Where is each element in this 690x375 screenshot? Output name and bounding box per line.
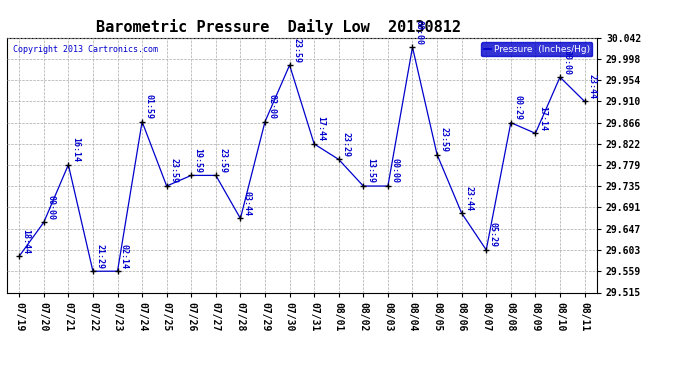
Text: 00:00: 00:00 bbox=[391, 159, 400, 183]
Text: 03:44: 03:44 bbox=[243, 191, 252, 216]
Text: 23:59: 23:59 bbox=[292, 38, 301, 63]
Text: 16:14: 16:14 bbox=[71, 137, 80, 162]
Text: 00:00: 00:00 bbox=[415, 20, 424, 45]
Text: 23:44: 23:44 bbox=[464, 186, 473, 211]
Text: 00:00: 00:00 bbox=[46, 195, 55, 220]
Text: 02:14: 02:14 bbox=[120, 244, 129, 268]
Text: Copyright 2013 Cartronics.com: Copyright 2013 Cartronics.com bbox=[13, 45, 158, 54]
Text: 13:59: 13:59 bbox=[366, 159, 375, 183]
Text: 01:59: 01:59 bbox=[145, 94, 154, 119]
Text: 02:00: 02:00 bbox=[268, 94, 277, 119]
Text: 23:44: 23:44 bbox=[587, 74, 596, 99]
Text: 23:59: 23:59 bbox=[440, 127, 449, 152]
Legend: Pressure  (Inches/Hg): Pressure (Inches/Hg) bbox=[481, 42, 592, 56]
Text: 05:29: 05:29 bbox=[489, 222, 497, 248]
Text: 17:14: 17:14 bbox=[538, 106, 547, 131]
Text: 21:29: 21:29 bbox=[95, 244, 104, 268]
Text: 17:44: 17:44 bbox=[317, 116, 326, 141]
Text: 00:00: 00:00 bbox=[562, 50, 571, 75]
Text: 00:29: 00:29 bbox=[513, 95, 522, 120]
Text: 19:59: 19:59 bbox=[194, 148, 203, 173]
Text: 18:44: 18:44 bbox=[21, 229, 30, 254]
Text: 23:59: 23:59 bbox=[218, 148, 227, 173]
Text: 23:59: 23:59 bbox=[169, 159, 178, 183]
Title: Barometric Pressure  Daily Low  20130812: Barometric Pressure Daily Low 20130812 bbox=[96, 19, 461, 35]
Text: 23:29: 23:29 bbox=[341, 132, 351, 157]
